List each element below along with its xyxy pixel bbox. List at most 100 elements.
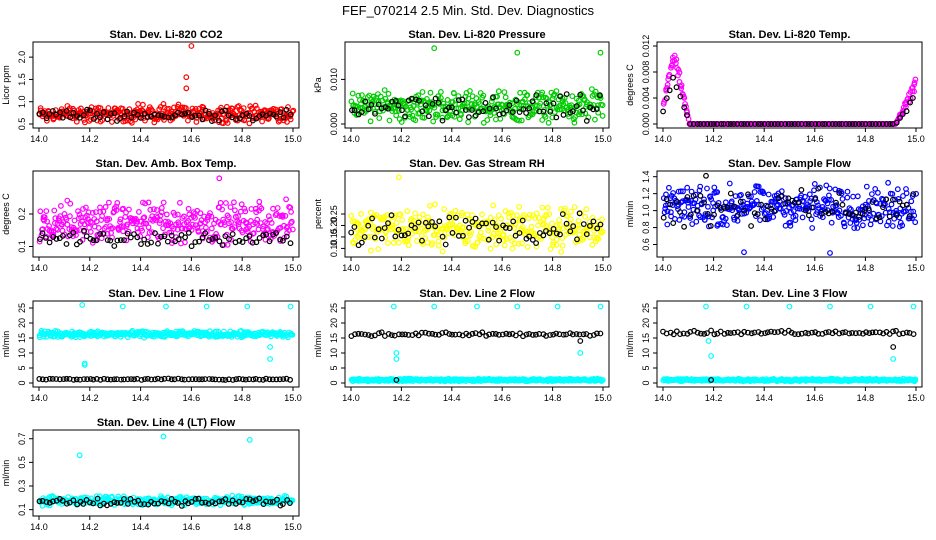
- data-point: [872, 185, 879, 192]
- data-point: [516, 117, 522, 124]
- data-point: [241, 117, 248, 124]
- data-point: [43, 499, 50, 505]
- data-point: [516, 230, 523, 236]
- data-point: [452, 97, 459, 104]
- x-tick-label: 14.6: [183, 263, 201, 273]
- data-point: [222, 200, 229, 206]
- y-tick-label: 0.20: [329, 217, 339, 235]
- data-point: [95, 224, 102, 231]
- data-point: [501, 242, 508, 249]
- data-point: [87, 228, 94, 235]
- data-point: [225, 501, 232, 507]
- data-point: [108, 493, 115, 500]
- data-point: [876, 214, 883, 221]
- x-tick-label: 14.8: [233, 263, 251, 273]
- data-point: [178, 376, 185, 383]
- data-point: [900, 107, 906, 114]
- data-point: [762, 216, 768, 223]
- data-point: [97, 105, 104, 111]
- data-point: [246, 120, 253, 127]
- data-point: [90, 237, 97, 244]
- data-point: [873, 215, 880, 222]
- data-point: [290, 107, 297, 114]
- data-point: [738, 191, 744, 198]
- data-point: [260, 376, 267, 383]
- data-point: [381, 225, 388, 231]
- data-point: [388, 212, 395, 219]
- data-point: [544, 204, 551, 211]
- data-point: [189, 114, 196, 120]
- data-point: [724, 222, 730, 229]
- data-point: [741, 207, 748, 214]
- data-point: [418, 329, 425, 336]
- data-point: [399, 331, 406, 338]
- data-point: [222, 496, 229, 503]
- data-point: [877, 329, 883, 336]
- panel-title: Stan. Dev. Sample Flow: [728, 158, 851, 170]
- data-point: [560, 331, 567, 338]
- data-point: [700, 121, 707, 127]
- data-point: [462, 217, 469, 224]
- data-point: [520, 106, 527, 112]
- y-tick-label: 0.1: [17, 503, 27, 516]
- data-point: [519, 240, 525, 247]
- data-point: [90, 115, 97, 122]
- x-tick-label: 14.0: [342, 263, 360, 273]
- outlier-point: [705, 338, 712, 344]
- data-point: [557, 231, 563, 238]
- data-point: [439, 248, 446, 255]
- data-point: [496, 331, 502, 338]
- panel-title: Stan. Dev. Amb. Box Temp.: [96, 158, 237, 170]
- data-point: [355, 330, 362, 337]
- data-point: [93, 376, 100, 382]
- data-point: [432, 201, 438, 208]
- data-point: [158, 233, 165, 240]
- data-point: [150, 206, 157, 213]
- data-point: [100, 109, 107, 116]
- data-point: [385, 220, 391, 227]
- data-point: [785, 121, 792, 127]
- data-point: [206, 376, 213, 382]
- data-point: [398, 232, 405, 239]
- x-tick-label: 14.6: [806, 134, 824, 144]
- data-point: [550, 100, 557, 107]
- data-point: [439, 233, 446, 240]
- y-tick-label: 0.8: [641, 221, 651, 234]
- data-point: [685, 197, 691, 204]
- data-point: [268, 219, 275, 226]
- data-point: [120, 376, 127, 383]
- data-point: [137, 501, 144, 508]
- data-point: [506, 331, 513, 338]
- data-point: [567, 216, 574, 223]
- outlier-point: [183, 74, 190, 81]
- data-point: [348, 229, 355, 236]
- data-point: [59, 114, 66, 121]
- data-point: [165, 500, 172, 507]
- data-point: [853, 209, 859, 216]
- y-axis-label: ml/min: [625, 201, 635, 228]
- data-point: [704, 185, 710, 192]
- data-point: [179, 111, 186, 118]
- outlier-point: [827, 250, 833, 256]
- data-point: [453, 109, 460, 116]
- data-point: [469, 212, 476, 219]
- data-point: [526, 233, 532, 240]
- data-point: [358, 109, 365, 115]
- data-point: [714, 189, 721, 196]
- data-point: [269, 376, 276, 383]
- data-point: [124, 221, 131, 228]
- data-point: [265, 225, 271, 232]
- data-point: [365, 234, 372, 241]
- data-point: [836, 207, 843, 214]
- data-point: [516, 216, 523, 223]
- data-point: [80, 206, 86, 212]
- x-tick-label: 15.0: [284, 263, 302, 273]
- data-point: [151, 500, 158, 507]
- data-point: [63, 241, 70, 247]
- data-point: [772, 195, 779, 202]
- data-point: [553, 88, 560, 94]
- data-point: [52, 215, 59, 222]
- data-point: [277, 236, 284, 243]
- data-point: [128, 114, 135, 121]
- data-point: [158, 376, 165, 383]
